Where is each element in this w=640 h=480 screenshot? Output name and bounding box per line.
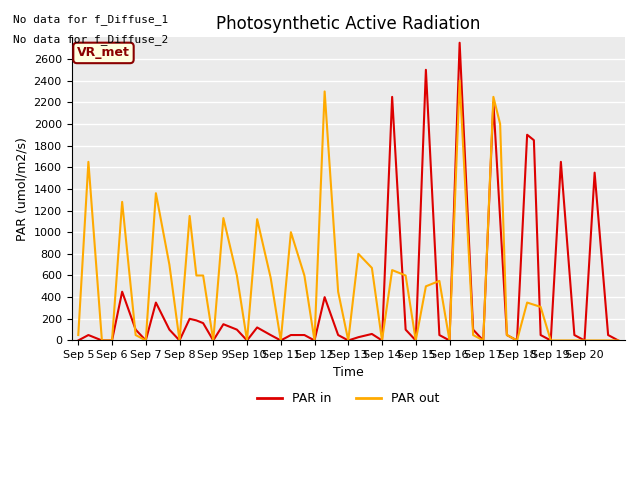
X-axis label: Time: Time <box>333 366 364 379</box>
Legend: PAR in, PAR out: PAR in, PAR out <box>252 387 445 410</box>
Title: Photosynthetic Active Radiation: Photosynthetic Active Radiation <box>216 15 481 33</box>
Text: No data for f_Diffuse_2: No data for f_Diffuse_2 <box>13 34 168 45</box>
Text: No data for f_Diffuse_1: No data for f_Diffuse_1 <box>13 14 168 25</box>
Text: VR_met: VR_met <box>77 47 130 60</box>
Y-axis label: PAR (umol/m2/s): PAR (umol/m2/s) <box>15 137 28 241</box>
